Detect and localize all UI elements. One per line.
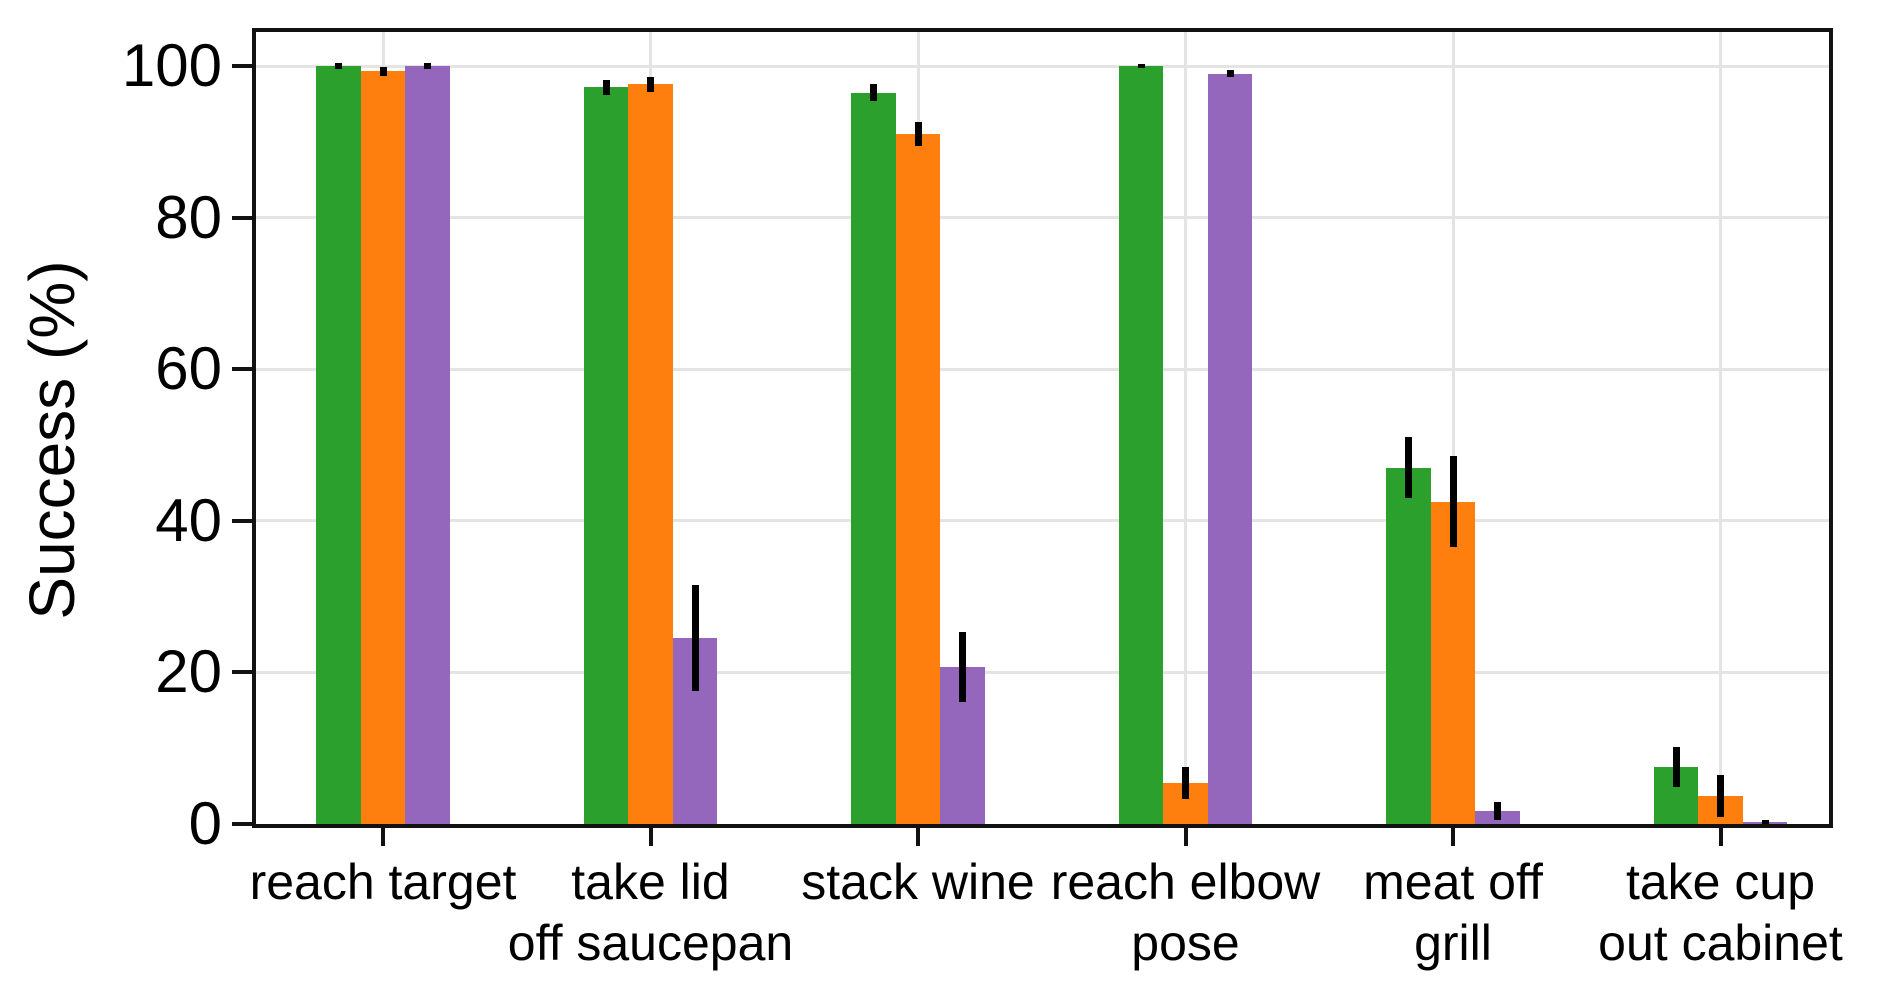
y-tick-label: 40	[155, 486, 222, 554]
bar-orange-1	[628, 84, 673, 824]
bar-orange-2	[895, 134, 941, 824]
x-tick-mark	[1183, 828, 1188, 846]
error-bar-purple-4	[1494, 802, 1501, 821]
x-tick-mark	[1718, 828, 1723, 846]
y-tick-label: 100	[121, 32, 222, 99]
plot-inner	[256, 32, 1829, 824]
y-tick-mark	[232, 670, 252, 675]
y-tick-mark	[232, 367, 252, 372]
x-category-label: take cup out cabinet	[1598, 854, 1843, 971]
x-category-label: reach elbow pose	[1050, 854, 1321, 971]
y-tick-mark	[232, 215, 252, 220]
x-category-label: meat off grill	[1363, 854, 1543, 971]
bar-green-3	[1118, 66, 1164, 824]
bar-green-2	[851, 92, 896, 824]
x-tick-mark	[381, 828, 385, 846]
y-tick-label: 60	[155, 335, 222, 403]
error-bar-purple-2	[959, 632, 966, 702]
vertical-gridline	[1184, 32, 1187, 824]
error-bar-orange-1	[647, 76, 654, 92]
horizontal-gridline	[256, 670, 1829, 674]
x-category-label: take lid off saucepan	[507, 854, 794, 971]
bar-purple-3	[1207, 73, 1253, 824]
y-tick-label: 20	[155, 638, 222, 706]
bar-green-0	[316, 66, 361, 824]
horizontal-gridline	[256, 64, 1829, 68]
error-bar-green-4	[1405, 437, 1412, 499]
bar-green-4	[1386, 467, 1431, 824]
horizontal-gridline	[256, 367, 1829, 371]
x-category-label: reach target	[249, 854, 517, 910]
x-category-label: stack wine	[801, 854, 1035, 910]
y-tick-mark	[232, 822, 252, 826]
error-bar-orange-3	[1182, 767, 1189, 799]
error-bar-orange-5	[1717, 774, 1724, 818]
plot-area	[252, 28, 1833, 828]
error-bar-purple-3	[1226, 69, 1234, 78]
horizontal-gridline	[256, 216, 1829, 220]
bar-green-1	[583, 87, 629, 824]
bar-orange-0	[360, 71, 406, 824]
y-tick-mark	[232, 64, 252, 68]
horizontal-gridline	[256, 519, 1829, 523]
bar-orange-4	[1430, 501, 1476, 824]
error-bar-purple-0	[424, 62, 431, 70]
error-bar-green-0	[335, 62, 342, 70]
error-bar-green-2	[870, 84, 877, 101]
y-tick-label: 0	[188, 790, 222, 857]
vertical-gridline	[1451, 32, 1455, 824]
x-tick-mark	[916, 828, 920, 846]
x-tick-mark	[1451, 828, 1455, 846]
y-tick-mark	[232, 518, 252, 523]
error-bar-green-3	[1137, 63, 1145, 69]
error-bar-orange-0	[379, 66, 387, 76]
error-bar-green-5	[1672, 747, 1680, 787]
error-bar-purple-1	[691, 585, 699, 692]
error-bar-green-1	[602, 79, 610, 95]
vertical-gridline	[1719, 32, 1722, 824]
error-bar-orange-4	[1449, 456, 1457, 548]
y-axis-label: Success (%)	[16, 260, 88, 620]
error-bar-purple-5	[1761, 820, 1769, 824]
x-tick-mark	[648, 828, 653, 846]
bar-purple-0	[405, 66, 450, 824]
y-tick-label: 80	[155, 183, 222, 251]
error-bar-orange-2	[914, 122, 922, 147]
